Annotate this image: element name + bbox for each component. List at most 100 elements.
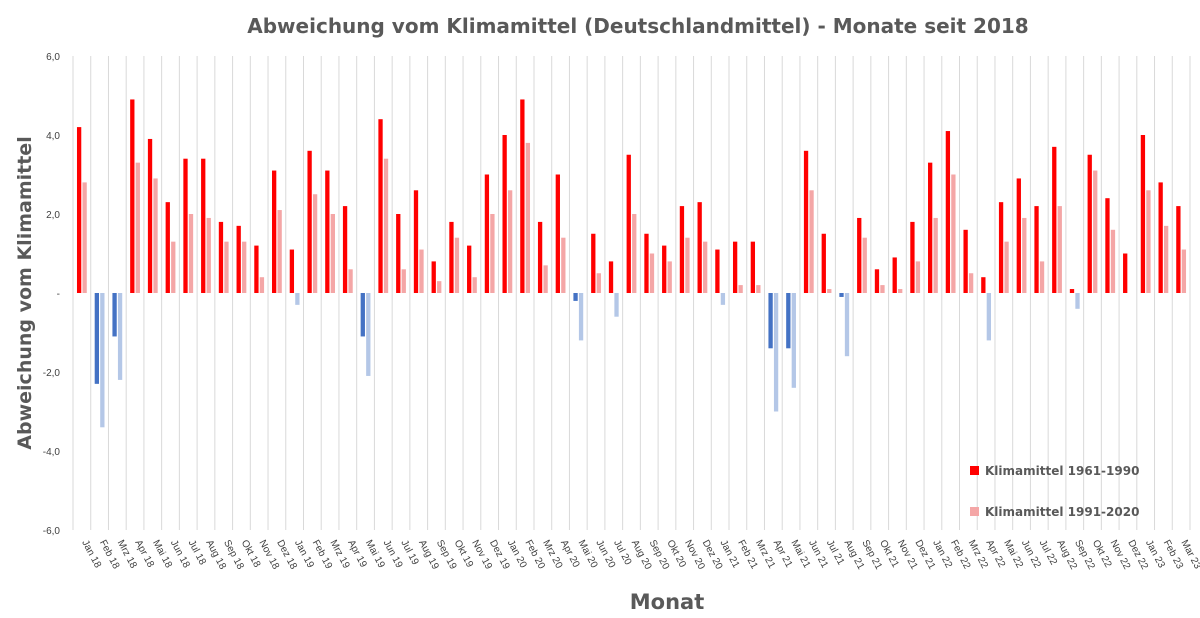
bar-1991-2020 <box>862 237 867 293</box>
bar-1991-2020 <box>100 293 105 428</box>
bar-1961-1990 <box>874 269 880 293</box>
legend-swatch-1991-2020 <box>970 507 979 516</box>
bar-1991-2020 <box>898 289 903 293</box>
bar-1991-2020 <box>454 237 460 293</box>
bar-1991-2020 <box>1093 170 1098 293</box>
bar-1961-1990 <box>555 174 560 293</box>
bar-1961-1990 <box>94 293 99 384</box>
bar-1961-1990 <box>1016 178 1021 293</box>
bar-1991-2020 <box>827 289 832 293</box>
bar-1961-1990 <box>1087 154 1092 293</box>
bar-1991-2020 <box>206 217 211 293</box>
bar-1991-2020 <box>171 241 176 293</box>
bar-1961-1990 <box>857 217 862 293</box>
bar-1991-2020 <box>596 273 601 293</box>
bar-1961-1990 <box>378 119 383 293</box>
bar-1991-2020 <box>259 277 265 293</box>
bar-1961-1990 <box>963 229 968 293</box>
y-axis-title: Abweichung vom Klimamittel <box>14 136 36 449</box>
legend-swatch-1961-1990 <box>970 466 979 475</box>
bar-1991-2020 <box>348 269 353 293</box>
y-tick-label: 4,0 <box>46 131 60 142</box>
bar-1991-2020 <box>791 293 796 388</box>
bar-1991-2020 <box>1039 261 1045 293</box>
bar-1961-1990 <box>165 202 170 293</box>
bar-1961-1990 <box>573 293 578 301</box>
bar-1991-2020 <box>419 249 424 293</box>
bar-1961-1990 <box>325 170 330 293</box>
bar-1961-1990 <box>1052 146 1057 293</box>
bar-1961-1990 <box>892 257 897 293</box>
bar-1991-2020 <box>1022 217 1027 293</box>
y-tick-label: -4,0 <box>43 447 61 458</box>
bar-1991-2020 <box>507 190 513 293</box>
y-tick-label: -6,0 <box>43 526 61 537</box>
bar-1991-2020 <box>224 241 229 293</box>
bar-1991-2020 <box>1057 206 1062 293</box>
bar-1961-1990 <box>1069 289 1075 293</box>
bar-1961-1990 <box>112 293 117 337</box>
bar-1961-1990 <box>520 99 525 293</box>
bar-1991-2020 <box>667 261 672 293</box>
bar-1961-1990 <box>644 233 649 293</box>
bar-1991-2020 <box>844 293 850 357</box>
bar-1961-1990 <box>732 241 738 293</box>
y-tick-label: 6,0 <box>46 52 60 63</box>
bar-1961-1990 <box>236 225 241 293</box>
bar-1991-2020 <box>437 281 442 293</box>
bar-1961-1990 <box>1105 198 1110 293</box>
bar-1961-1990 <box>786 293 791 349</box>
bar-1991-2020 <box>933 217 938 293</box>
bar-1961-1990 <box>945 131 951 293</box>
bar-1961-1990 <box>1123 253 1128 293</box>
bar-1961-1990 <box>289 249 295 293</box>
x-axis-title: Monat <box>630 590 704 614</box>
bar-1961-1990 <box>431 261 436 293</box>
bar-1991-2020 <box>951 174 956 293</box>
bar-1961-1990 <box>502 135 507 293</box>
bars <box>76 99 1187 428</box>
bar-1961-1990 <box>272 170 277 293</box>
bar-1991-2020 <box>703 241 708 293</box>
bar-1991-2020 <box>1181 249 1187 293</box>
bar-1961-1990 <box>679 206 685 293</box>
bar-1961-1990 <box>626 154 631 293</box>
legend-label-1961-1990: Klimamittel 1961-1990 <box>985 464 1139 478</box>
bar-1961-1990 <box>803 150 809 293</box>
bar-1991-2020 <box>490 214 495 293</box>
bar-1961-1990 <box>910 221 915 293</box>
bar-1991-2020 <box>153 178 158 293</box>
bar-1961-1990 <box>76 127 82 293</box>
bar-1961-1990 <box>218 221 224 293</box>
bar-1961-1990 <box>183 158 188 293</box>
bar-1991-2020 <box>330 214 335 293</box>
bar-1961-1990 <box>821 233 826 293</box>
bar-1991-2020 <box>773 293 779 412</box>
bar-1991-2020 <box>188 214 194 293</box>
bar-1991-2020 <box>525 142 531 293</box>
bar-1961-1990 <box>715 249 720 293</box>
bar-1991-2020 <box>649 253 655 293</box>
bar-1961-1990 <box>484 174 490 293</box>
bar-1991-2020 <box>614 293 619 317</box>
bar-1991-2020 <box>756 285 761 293</box>
bar-1961-1990 <box>1140 135 1146 293</box>
bar-1991-2020 <box>578 293 584 341</box>
chart-title: Abweichung vom Klimamittel (Deutschlandm… <box>247 14 1028 38</box>
bar-1961-1990 <box>768 293 773 349</box>
bar-1991-2020 <box>968 273 974 293</box>
bar-1961-1990 <box>449 221 454 293</box>
bar-1991-2020 <box>295 293 300 305</box>
bar-1961-1990 <box>537 221 543 293</box>
y-tick-label: 2,0 <box>46 210 60 221</box>
bar-1961-1990 <box>467 245 472 293</box>
bar-1991-2020 <box>1004 241 1009 293</box>
bar-1991-2020 <box>915 261 921 293</box>
bar-1991-2020 <box>277 210 282 293</box>
bar-1991-2020 <box>561 237 566 293</box>
bar-1961-1990 <box>1034 206 1039 293</box>
bar-1991-2020 <box>986 293 991 341</box>
bar-1991-2020 <box>809 190 814 293</box>
bar-1961-1990 <box>1158 182 1163 293</box>
